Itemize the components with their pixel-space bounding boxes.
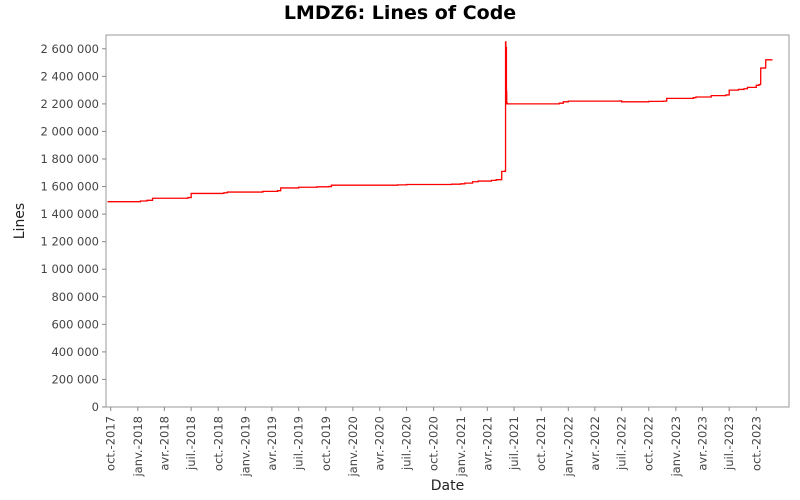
x-tick-label: janv.-2023 xyxy=(669,416,683,478)
x-tick-label: avr.-2020 xyxy=(373,416,387,471)
y-axis: 0 200 000 400 000 600 000 800 000 1 000 000 1 … xyxy=(40,42,106,414)
x-tick-label: juil.-2023 xyxy=(722,416,736,471)
x-tick-label: oct.-2020 xyxy=(427,416,441,471)
x-tick-label: juil.-2022 xyxy=(615,416,629,471)
y-tick-label: 2 400 000 xyxy=(40,69,99,83)
x-tick-label: avr.-2018 xyxy=(157,416,171,471)
y-tick-label: 1 200 000 xyxy=(40,235,99,249)
y-axis-label: Lines xyxy=(12,203,28,239)
x-tick-label: juil.-2018 xyxy=(184,416,198,471)
y-tick-label: 1 800 000 xyxy=(40,152,99,166)
x-tick-label: avr.-2023 xyxy=(695,416,709,471)
x-tick-label: oct.-2019 xyxy=(319,416,333,471)
x-tick-label: janv.-2018 xyxy=(131,416,145,478)
y-tick-label: 1 600 000 xyxy=(40,180,99,194)
x-tick-label: juil.-2021 xyxy=(507,416,521,471)
x-tick-label: avr.-2019 xyxy=(265,416,279,471)
x-axis: oct.-2017 janv.-2018 avr.-2018 juil.-2018 oc… xyxy=(104,407,763,478)
x-tick-label: oct.-2018 xyxy=(211,416,225,471)
x-tick-label: avr.-2021 xyxy=(480,416,494,471)
y-tick-label: 1 400 000 xyxy=(40,207,99,221)
y-tick-label: 400 000 xyxy=(51,345,99,359)
x-tick-label: juil.-2020 xyxy=(400,416,414,471)
y-tick-label: 0 xyxy=(92,400,99,414)
x-tick-label: oct.-2021 xyxy=(534,416,548,471)
x-tick-label: avr.-2022 xyxy=(588,416,602,471)
y-tick-label: 2 200 000 xyxy=(40,97,99,111)
y-tick-label: 1 000 000 xyxy=(40,262,99,276)
y-tick-label: 2 600 000 xyxy=(40,42,99,56)
x-tick-label: janv.-2021 xyxy=(454,416,468,478)
y-tick-label: 200 000 xyxy=(51,372,99,386)
x-tick-label: oct.-2017 xyxy=(104,416,118,471)
y-tick-label: 2 000 000 xyxy=(40,124,99,138)
x-tick-label: oct.-2022 xyxy=(642,416,656,471)
x-tick-label: janv.-2020 xyxy=(346,416,360,478)
x-tick-label: juil.-2019 xyxy=(292,416,306,471)
series-line-lines-of-code xyxy=(107,41,773,203)
x-tick-label: janv.-2022 xyxy=(561,416,575,478)
x-tick-label: janv.-2019 xyxy=(238,416,252,478)
plot-area xyxy=(105,34,790,408)
y-tick-label: 800 000 xyxy=(51,290,99,304)
chart-title: LMDZ6: Lines of Code xyxy=(283,2,517,24)
y-tick-label: 600 000 xyxy=(51,317,99,331)
x-axis-label: Date xyxy=(431,478,464,494)
x-tick-label: oct.-2023 xyxy=(749,416,763,471)
